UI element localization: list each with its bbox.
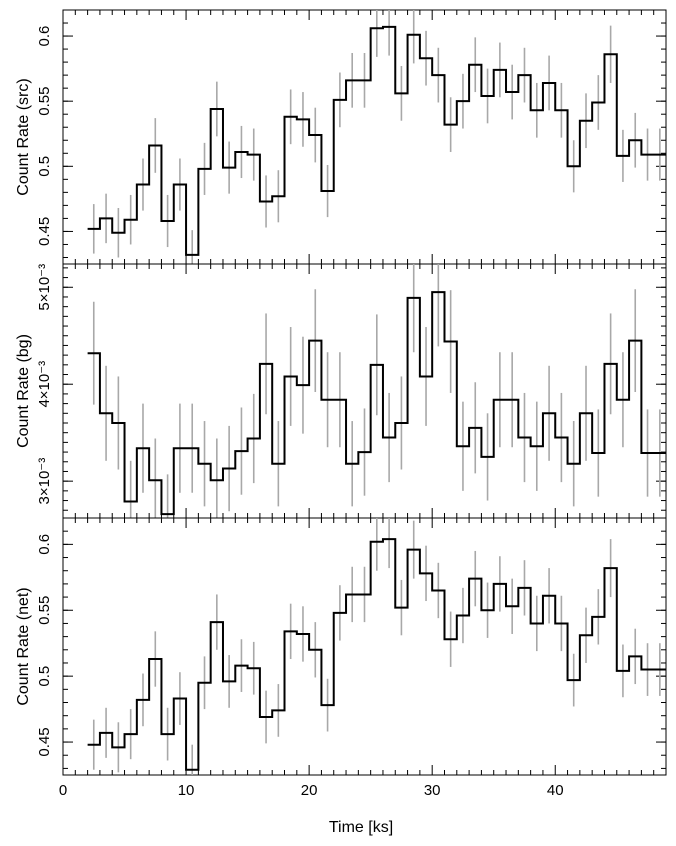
panel-src-ylabel: Count Rate (src) [15,78,32,195]
y-tick-label-bg: 3×10⁻³ [36,458,53,505]
x-axis-label: Time [ks] [329,819,393,836]
panel-bg-ylabel: Count Rate (bg) [15,334,32,448]
y-tick-label-src: 0.6 [36,26,53,47]
x-tick-label: 10 [178,782,195,799]
step-line-src [87,25,666,256]
y-tick-label-net: 0.45 [36,727,53,756]
x-tick-label: 0 [59,782,67,799]
step-line-net [87,538,666,771]
y-tick-label-bg: 4×10⁻³ [36,361,53,408]
y-tick-label-net: 0.6 [36,534,53,555]
panel-bg: Count Rate (bg) 3×10⁻³ 4×10⁻³ 5×10⁻³ [15,263,667,519]
y-tick-label-src: 0.45 [36,217,53,246]
panel-net: Count Rate (net) 0.45 0.5 0.55 0.6 0 10 20 30 40 [15,517,667,799]
x-tick-label: 40 [547,782,564,799]
panel-net-ylabel: Count Rate (net) [15,587,32,705]
panel-net-frame [62,517,667,776]
x-tick-label: 30 [424,782,441,799]
step-line-bg [87,291,666,516]
y-tick-label-src: 0.5 [36,156,53,177]
y-tick-label-net: 0.5 [36,666,53,687]
y-tick-label-bg: 5×10⁻³ [36,264,53,311]
panel-src: Count Rate (src) 0.45 0.5 0.55 0.6 [15,9,667,265]
y-tick-label-src: 0.55 [36,87,53,116]
y-tick-label-net: 0.55 [36,596,53,625]
x-tick-label: 20 [301,782,318,799]
